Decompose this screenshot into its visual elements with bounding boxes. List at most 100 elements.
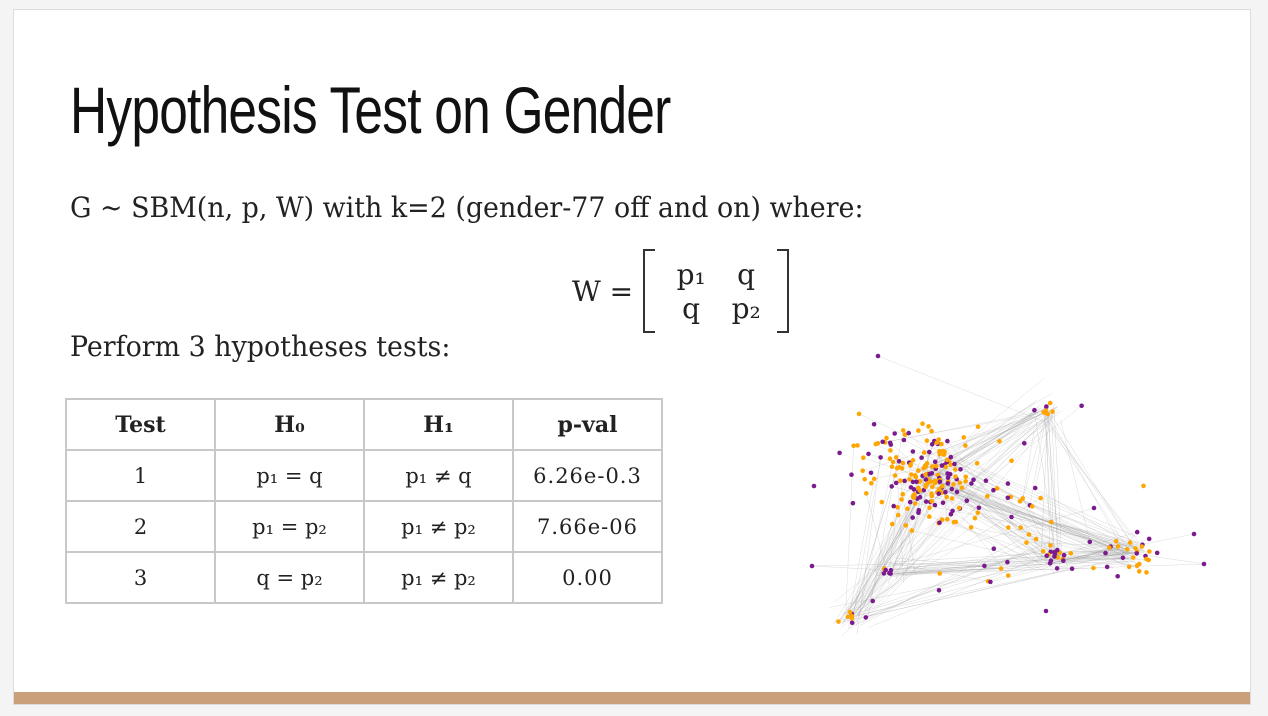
graph-node — [923, 477, 929, 482]
graph-edge — [843, 493, 939, 621]
graph-node — [866, 451, 871, 457]
graph-node — [871, 422, 877, 427]
graph-node — [1054, 566, 1060, 571]
graph-node — [930, 464, 935, 469]
graph-edge — [865, 541, 1051, 618]
graph-edge — [883, 567, 1114, 574]
graph-node — [1131, 555, 1136, 560]
graph-node — [895, 512, 901, 518]
graph-node — [924, 438, 930, 443]
graph-edge — [947, 440, 1041, 560]
graph-edge — [895, 550, 1132, 574]
graph-node — [940, 500, 946, 506]
graph-edge — [1059, 551, 1150, 561]
graph-node — [1009, 458, 1014, 464]
graph-node — [1049, 519, 1054, 525]
graph-edge — [911, 530, 1063, 568]
graph-node — [870, 598, 875, 604]
graph-node — [949, 486, 955, 492]
graph-node — [1033, 536, 1039, 542]
graph-node — [1146, 536, 1152, 542]
graph-node — [969, 481, 974, 486]
graph-node — [953, 474, 958, 479]
graph-node — [1104, 564, 1110, 570]
graph-node — [988, 579, 993, 585]
graph-edge — [852, 457, 881, 621]
graph-node — [982, 563, 987, 569]
graph-edge — [839, 568, 1073, 620]
graph-node — [937, 448, 942, 454]
graph-node — [963, 443, 968, 448]
graph-edge — [929, 407, 1042, 480]
graph-node — [908, 462, 913, 467]
graph-node — [855, 443, 860, 448]
table-row: 2 p₁ = p₂ p₁ ≠ p₂ 7.66e-06 — [65, 500, 663, 553]
header-h1: H₁ — [363, 398, 514, 451]
graph-node — [952, 461, 957, 467]
graph-node — [1005, 495, 1011, 501]
graph-node — [1020, 496, 1025, 501]
graph-node — [1137, 561, 1142, 567]
graph-node — [917, 488, 923, 493]
graph-edge — [893, 563, 1205, 575]
graph-node — [1115, 544, 1121, 549]
graph-edge — [1062, 549, 1135, 568]
graph-edge — [1056, 550, 1128, 553]
graph-edge — [1035, 418, 1057, 560]
graph-edge — [872, 507, 1095, 572]
graph-edge — [895, 561, 1128, 570]
graph-node — [836, 619, 841, 624]
graph-node — [937, 520, 942, 525]
graph-node — [908, 485, 914, 490]
graph-node — [1047, 400, 1053, 406]
graph-edge — [1048, 413, 1055, 561]
graph-node — [936, 491, 942, 496]
graph-node — [958, 467, 963, 472]
graph-edge — [881, 557, 1123, 573]
footer-bar — [14, 692, 1250, 704]
graph-edge — [866, 480, 905, 612]
graph-node — [1043, 608, 1049, 614]
graph-node — [927, 505, 932, 510]
graph-edge — [939, 454, 1137, 544]
graph-node — [869, 480, 874, 486]
graph-edge — [841, 521, 956, 636]
graph-edge — [892, 519, 943, 566]
graph-node — [1127, 540, 1133, 545]
graph-edge — [877, 550, 1128, 568]
graph-node — [1006, 573, 1011, 578]
graph-node — [951, 482, 956, 487]
graph-edge — [919, 421, 1032, 482]
graph-edge — [930, 417, 1033, 482]
graph-edge — [888, 548, 1136, 563]
graph-node — [944, 457, 950, 463]
graph-edge — [848, 573, 885, 614]
graph-node — [963, 474, 968, 480]
slide-title: Hypothesis Test on Gender — [70, 73, 671, 147]
graph-edge — [944, 408, 1047, 452]
graph-node — [945, 475, 951, 480]
matrix-grid: p₁ q q p₂ — [655, 257, 777, 325]
graph-edge — [936, 480, 1134, 559]
matrix-cell: q — [737, 257, 756, 291]
graph-edge — [893, 461, 1120, 558]
graph-node — [1038, 495, 1043, 501]
graph-node — [1005, 559, 1010, 565]
graph-edge — [1052, 551, 1138, 561]
graph-node — [956, 505, 962, 511]
graph-node — [929, 491, 934, 496]
graph-edge — [888, 557, 1132, 576]
graph-node — [1154, 550, 1160, 556]
graph-node — [888, 442, 894, 447]
graph-node — [875, 353, 881, 359]
graph-edge — [931, 406, 1039, 502]
graph-node — [964, 498, 970, 503]
graph-edge — [935, 468, 1068, 561]
graph-edge — [856, 491, 919, 614]
graph-edge — [976, 463, 1061, 556]
graph-edge — [834, 405, 1082, 602]
matrix-cell: p₁ — [676, 257, 706, 291]
graph-edge — [840, 488, 998, 629]
graph-node — [912, 492, 917, 497]
graph-node — [954, 489, 960, 495]
